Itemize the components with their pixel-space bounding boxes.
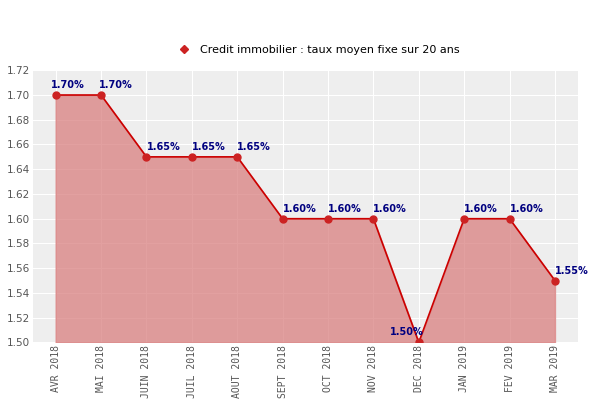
Text: 1.60%: 1.60% [510,204,543,214]
Text: 1.50%: 1.50% [389,328,423,337]
Text: 1.65%: 1.65% [192,142,226,152]
Text: 1.55%: 1.55% [555,266,589,276]
Text: 1.65%: 1.65% [237,142,271,152]
Text: 1.70%: 1.70% [51,80,85,90]
Text: 1.60%: 1.60% [464,204,498,214]
Text: 1.60%: 1.60% [373,204,407,214]
Legend: Credit immobilier : taux moyen fixe sur 20 ans: Credit immobilier : taux moyen fixe sur … [168,40,464,60]
Text: 1.70%: 1.70% [99,80,132,90]
Text: 1.60%: 1.60% [283,204,316,214]
Text: 1.60%: 1.60% [328,204,362,214]
Text: 1.65%: 1.65% [146,142,180,152]
